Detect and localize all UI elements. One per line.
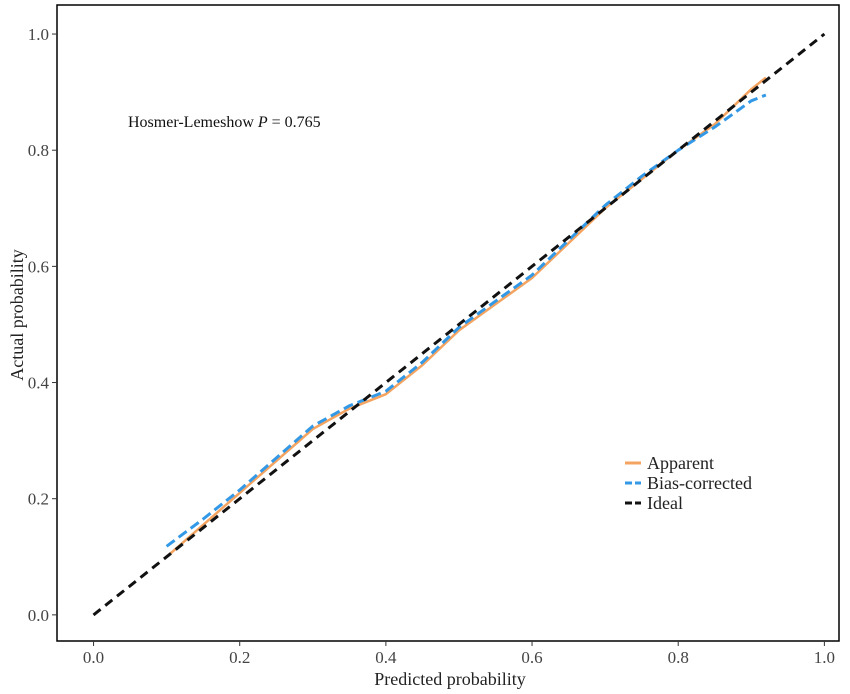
y-tick-label: 0.8 [28,141,49,160]
series-line-ideal [92,32,826,617]
hosmer-lemeshow-annotation: Hosmer-Lemeshow P = 0.765 [128,114,321,131]
series-layer [92,32,826,617]
y-axis-title: Actual probability [7,249,27,380]
plot-panel [56,4,840,642]
y-tick-label: 1.0 [28,25,49,44]
legend-label-apparent: Apparent [647,453,714,473]
x-tick-label: 0.6 [521,648,542,667]
y-tick-label: 0.4 [28,374,50,393]
legend-label-ideal: Ideal [647,493,683,513]
x-tick-label: 0.4 [375,648,397,667]
x-axis-title: Predicted probability [374,669,525,689]
x-tick-label: 0.2 [229,648,250,667]
x-tick-label: 0.0 [83,648,104,667]
x-tick-label: 1.0 [814,648,835,667]
y-tick-label: 0.6 [28,257,49,276]
series-line-bias-corrected [165,93,767,548]
y-tick-label: 0.2 [28,490,49,509]
y-tick-label: 0.0 [28,606,49,625]
x-tick-label: 0.8 [668,648,689,667]
x-axis-ticks: 0.0 0.2 0.4 0.6 0.8 1.0 [83,641,835,667]
legend-label-bias-corrected: Bias-corrected [647,473,752,493]
y-axis-ticks: 0.0 0.2 0.4 0.6 0.8 1.0 [28,25,57,625]
